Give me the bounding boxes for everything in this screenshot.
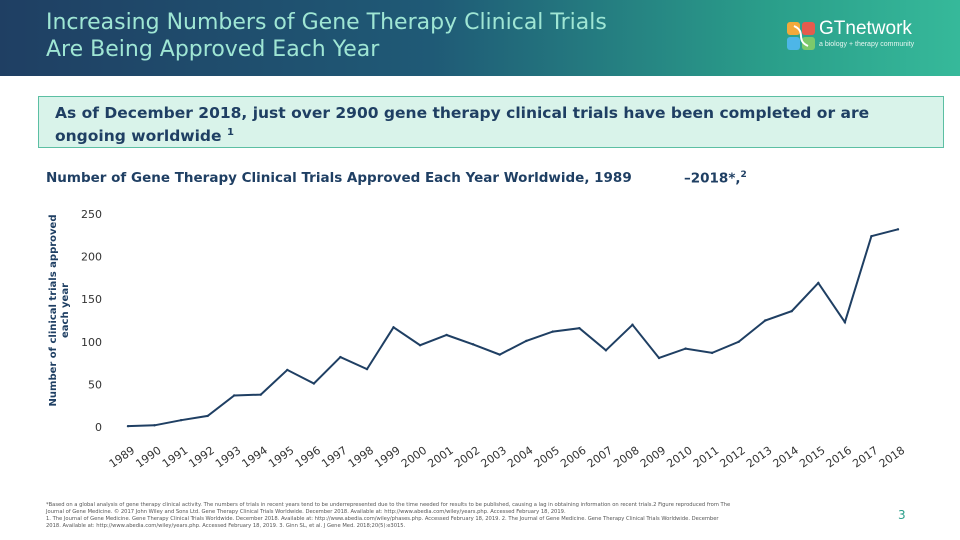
data-point (312, 382, 316, 385)
page-title-line-1: Increasing Numbers of Gene Therapy Clini… (46, 10, 607, 35)
data-point (206, 414, 209, 418)
page-title: Increasing Numbers of Gene Therapy Clini… (46, 9, 726, 63)
callout-superscript: 1 (226, 127, 234, 138)
data-point (896, 228, 900, 231)
data-point (870, 234, 873, 238)
x-tick-label: 2017 (850, 444, 880, 471)
x-tick-label: 2004 (505, 444, 535, 471)
x-tick-label: 2016 (824, 444, 854, 471)
y-tick-label: 200 (81, 251, 102, 264)
y-tick-label: 0 (95, 421, 102, 434)
data-point (843, 321, 847, 324)
data-points (126, 228, 900, 428)
chart-title-range-end: –2018*, (684, 170, 741, 187)
x-tick-label: 2001 (425, 444, 455, 471)
gtnetwork-logo: GTnetwork a biology + therapy community (787, 18, 947, 54)
footnote-line-1: *Based on a global analysis of gene ther… (46, 502, 731, 508)
y-axis-label-line-1: Number of clinical trials approved (48, 215, 59, 407)
data-point (817, 281, 820, 285)
data-point (551, 330, 555, 333)
callout-text: As of December 2018, just over 2900 gene… (55, 103, 925, 146)
y-tick-label: 250 (81, 208, 102, 221)
x-tick-label: 1996 (293, 444, 323, 471)
x-tick-label: 2018 (877, 444, 907, 471)
logo-tagline: a biology + therapy community (819, 41, 915, 48)
data-point (604, 349, 608, 352)
x-tick-label: 2000 (399, 444, 429, 471)
y-tick-label: 50 (88, 378, 102, 391)
x-tick-label: 2006 (558, 444, 588, 471)
y-tick-label: 100 (81, 336, 102, 349)
data-point (471, 343, 475, 346)
x-tick-label: 1989 (107, 444, 137, 471)
chart-title-superscript: 2 (740, 170, 747, 180)
x-tick-label: 2002 (452, 444, 482, 471)
x-tick-label: 1999 (372, 444, 402, 471)
data-point (126, 424, 130, 428)
x-tick-label: 2003 (479, 444, 509, 471)
callout-box: As of December 2018, just over 2900 gene… (38, 96, 944, 148)
data-point (764, 319, 767, 322)
data-point (631, 323, 634, 326)
x-tick-label: 2015 (797, 444, 827, 471)
data-point (153, 424, 156, 427)
x-tick-label: 2011 (691, 444, 721, 471)
y-axis-label-line-2: each year (60, 283, 71, 338)
callout-body: As of December 2018, just over 2900 gene… (55, 104, 870, 146)
footnote: *Based on a global analysis of gene ther… (46, 502, 876, 530)
y-tick-label: 150 (81, 293, 102, 306)
x-tick-label: 2007 (585, 444, 615, 471)
data-point (737, 340, 740, 343)
x-tick-label: 1998 (346, 444, 376, 471)
x-tick-label: 1994 (240, 444, 270, 471)
series-line (127, 228, 899, 428)
x-tick-label: 2005 (532, 444, 562, 471)
x-tick-label: 2008 (611, 444, 641, 471)
y-axis-label: Number of clinical trials approvedeach y… (48, 215, 71, 407)
page-title-line-2: Are Being Approved Each Year (46, 37, 380, 62)
x-tick-label: 1991 (160, 444, 190, 471)
data-point (790, 309, 793, 313)
data-point (578, 326, 581, 330)
data-point (286, 368, 289, 372)
chart-title: Number of Gene Therapy Clinical Trials A… (46, 170, 632, 186)
footnote-line-2: Journal of Gene Medicine. © 2017 John Wi… (46, 509, 566, 515)
data-point (259, 393, 262, 396)
data-point (657, 356, 661, 360)
data-point (445, 333, 448, 337)
data-point (710, 351, 714, 355)
x-tick-label: 1992 (186, 444, 216, 471)
x-tick-label: 2014 (771, 444, 801, 471)
x-axis: 1989199019911992199319941995199619971998… (107, 444, 907, 471)
data-point (339, 355, 342, 359)
data-point (179, 418, 183, 422)
logo-text: GTnetwork (819, 18, 912, 39)
data-point (418, 344, 422, 347)
page-number: 3 (898, 508, 906, 522)
logo-mark-icon (787, 22, 815, 50)
data-point (365, 367, 369, 371)
x-tick-label: 2013 (744, 444, 774, 471)
data-point (392, 326, 395, 329)
x-tick-label: 2012 (717, 444, 747, 471)
x-tick-label: 1997 (319, 444, 349, 471)
chart-title-end: –2018*,2 (684, 170, 747, 187)
header-banner: Increasing Numbers of Gene Therapy Clini… (0, 0, 960, 76)
x-tick-label: 1993 (213, 444, 243, 471)
x-tick-label: 2010 (664, 444, 694, 471)
data-point (233, 394, 236, 397)
x-tick-label: 1995 (266, 444, 296, 471)
footnote-line-4: 2018. Available at: http://www.abedia.co… (46, 523, 406, 529)
footnote-line-3: 1. The Journal of Gene Medicine. Gene Th… (46, 516, 719, 522)
x-tick-label: 1990 (133, 444, 163, 471)
y-axis: 0 50 100 150 200 250 (81, 208, 102, 434)
line-chart: 0 50 100 150 200 250 198919901991199219931994… (48, 208, 907, 471)
data-point (498, 353, 501, 356)
data-point (684, 347, 687, 350)
data-point (525, 339, 528, 343)
x-tick-label: 2009 (638, 444, 668, 471)
